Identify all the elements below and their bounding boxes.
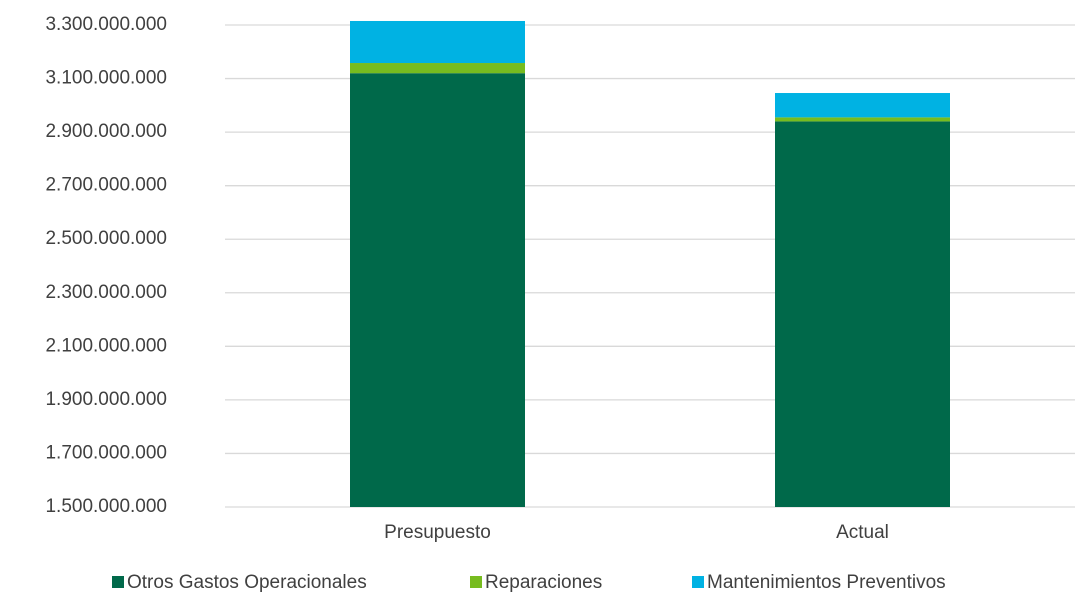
bar-segment bbox=[775, 93, 950, 118]
y-tick-label: 3.100.000.000 bbox=[45, 68, 167, 89]
y-tick-label: 2.500.000.000 bbox=[45, 228, 167, 249]
bar-segment bbox=[350, 63, 525, 74]
x-tick-label: Presupuesto bbox=[384, 522, 491, 543]
y-tick-label: 2.300.000.000 bbox=[45, 282, 167, 303]
legend-swatch bbox=[112, 576, 124, 588]
bar-segment bbox=[775, 117, 950, 122]
y-tick-label: 1.700.000.000 bbox=[45, 442, 167, 463]
bar-segment bbox=[775, 121, 950, 508]
bar-segment bbox=[350, 20, 525, 64]
legend-label: Otros Gastos Operacionales bbox=[127, 572, 367, 593]
legend-swatch bbox=[692, 576, 704, 588]
legend-label: Mantenimientos Preventivos bbox=[707, 572, 946, 593]
legend-swatch bbox=[470, 576, 482, 588]
y-tick-label: 2.700.000.000 bbox=[45, 175, 167, 196]
y-tick-label: 3.300.000.000 bbox=[45, 14, 167, 35]
y-tick-label: 1.900.000.000 bbox=[45, 389, 167, 410]
y-tick-label: 2.900.000.000 bbox=[45, 121, 167, 142]
y-tick-label: 2.100.000.000 bbox=[45, 335, 167, 356]
y-tick-label: 1.500.000.000 bbox=[45, 496, 167, 517]
bar-segment bbox=[350, 73, 525, 507]
x-tick-label: Actual bbox=[836, 522, 889, 543]
legend-label: Reparaciones bbox=[485, 572, 602, 593]
